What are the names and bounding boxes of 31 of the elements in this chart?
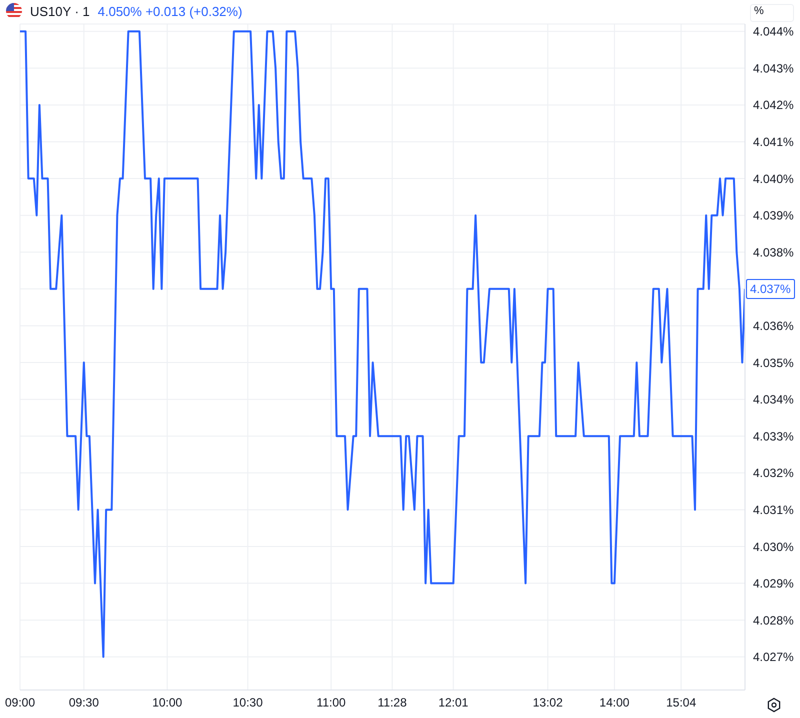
y-tick-label: 4.030% bbox=[753, 540, 794, 554]
y-tick-label: 4.034% bbox=[753, 392, 794, 407]
x-tick-label: 11:00 bbox=[316, 696, 346, 710]
y-tick-label: 4.028% bbox=[753, 613, 794, 628]
x-tick-label: 10:00 bbox=[152, 696, 183, 710]
y-tick-label: 4.040% bbox=[753, 172, 794, 186]
x-tick-label: 10:30 bbox=[232, 696, 264, 710]
y-tick-label: 4.036% bbox=[753, 318, 794, 333]
y-tick-label: 4.032% bbox=[753, 466, 794, 480]
y-tick-label: 4.033% bbox=[753, 429, 794, 444]
x-tick-label: 09:00 bbox=[4, 696, 36, 710]
y-tick-label: 4.039% bbox=[753, 208, 794, 223]
x-tick-label: 11:28 bbox=[378, 696, 408, 710]
x-tick-label: 14:00 bbox=[599, 696, 630, 710]
y-tick-label: 4.027% bbox=[753, 650, 794, 664]
chart-subtitle: 4.050% +0.013 (+0.32%) bbox=[98, 4, 242, 18]
x-tick-label: 09:30 bbox=[68, 696, 100, 710]
x-tick-label: 15:04 bbox=[666, 696, 696, 710]
y-tick-label: 4.038% bbox=[753, 245, 794, 260]
y-tick-label: 4.044% bbox=[753, 24, 794, 39]
y-tick-label: 4.035% bbox=[753, 356, 794, 370]
y-tick-label: 4.041% bbox=[753, 135, 794, 150]
chart-title: US10Y · 1 bbox=[30, 4, 90, 18]
x-tick-label: 12:01 bbox=[438, 696, 469, 710]
y-tick-label: 4.029% bbox=[753, 576, 794, 591]
x-tick-label: 13:02 bbox=[532, 696, 564, 710]
y-tick-label: 4.031% bbox=[753, 502, 794, 517]
y-axis-title: % bbox=[750, 4, 794, 22]
text: 4.037% bbox=[746, 278, 795, 299]
y-tick-label: 4.042% bbox=[753, 98, 794, 112]
y-tick-label: 4.043% bbox=[753, 61, 794, 76]
